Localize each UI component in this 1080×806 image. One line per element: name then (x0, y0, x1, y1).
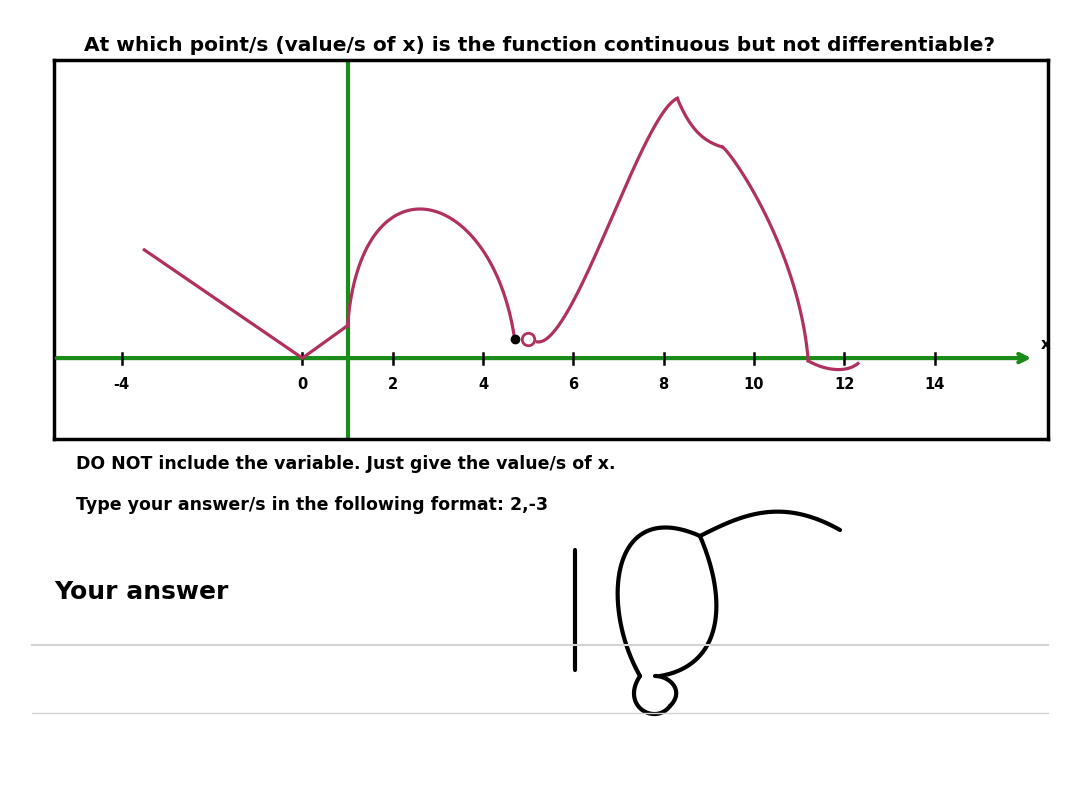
Text: 6: 6 (568, 377, 579, 392)
Text: 12: 12 (834, 377, 854, 392)
Text: -4: -4 (113, 377, 130, 392)
Text: 2: 2 (388, 377, 397, 392)
Text: At which point/s (value/s of x) is the function continuous but not differentiabl: At which point/s (value/s of x) is the f… (84, 36, 996, 56)
Text: 14: 14 (924, 377, 945, 392)
Text: Type your answer/s in the following format: 2,-3: Type your answer/s in the following form… (76, 496, 548, 513)
Text: 8: 8 (659, 377, 669, 392)
Text: 10: 10 (744, 377, 765, 392)
Text: Your answer: Your answer (54, 580, 228, 604)
Text: 0: 0 (297, 377, 308, 392)
Text: 4: 4 (478, 377, 488, 392)
Text: DO NOT include the variable. Just give the value/s of x.: DO NOT include the variable. Just give t… (76, 455, 616, 473)
Text: x: x (1041, 337, 1051, 351)
